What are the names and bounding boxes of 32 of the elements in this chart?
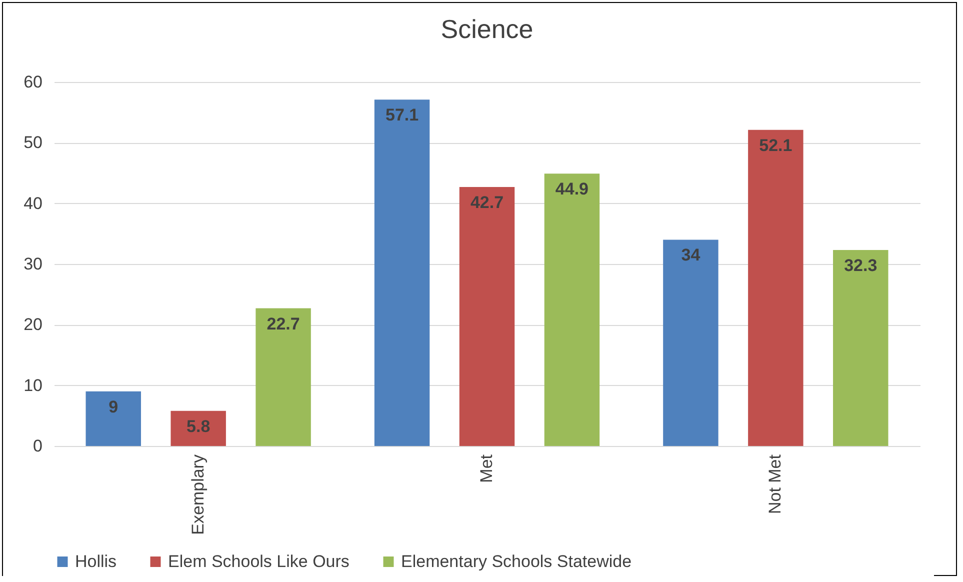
bar: [833, 250, 888, 446]
data-label: 32.3: [844, 256, 878, 276]
chart-title: Science: [440, 14, 534, 44]
data-label: 52.1: [759, 136, 792, 155]
y-tick-label: 20: [24, 315, 42, 334]
data-label: 22.7: [266, 314, 300, 334]
bar: [374, 100, 430, 446]
y-tick-label: 50: [24, 133, 42, 152]
legend-label: Elem Schools Like Ours: [168, 552, 350, 571]
data-label: 9: [108, 397, 118, 416]
y-tick-label: 0: [33, 436, 42, 456]
y-tick-label: 60: [24, 72, 42, 92]
data-label: 5.8: [186, 416, 210, 436]
bar: [256, 308, 311, 446]
x-tick-label: Not Met: [766, 454, 785, 514]
data-label: 44.9: [555, 180, 589, 199]
legend-label: Hollis: [75, 552, 117, 571]
x-tick-label: Exemplary: [188, 454, 208, 535]
x-tick-label: Met: [477, 454, 496, 483]
data-label: 34: [681, 246, 701, 265]
bar: [459, 186, 515, 446]
y-tick-label: 40: [24, 194, 42, 213]
y-tick-label: 10: [24, 376, 42, 395]
bar: [544, 174, 600, 446]
legend-label: Elementary Schools Statewide: [401, 552, 632, 571]
bar: [86, 391, 141, 446]
data-label: 42.7: [470, 192, 504, 212]
bar: [663, 240, 718, 446]
data-label: 57.1: [385, 106, 419, 125]
y-tick-label: 30: [24, 254, 42, 274]
bar: [170, 410, 226, 446]
bar: [748, 130, 804, 446]
